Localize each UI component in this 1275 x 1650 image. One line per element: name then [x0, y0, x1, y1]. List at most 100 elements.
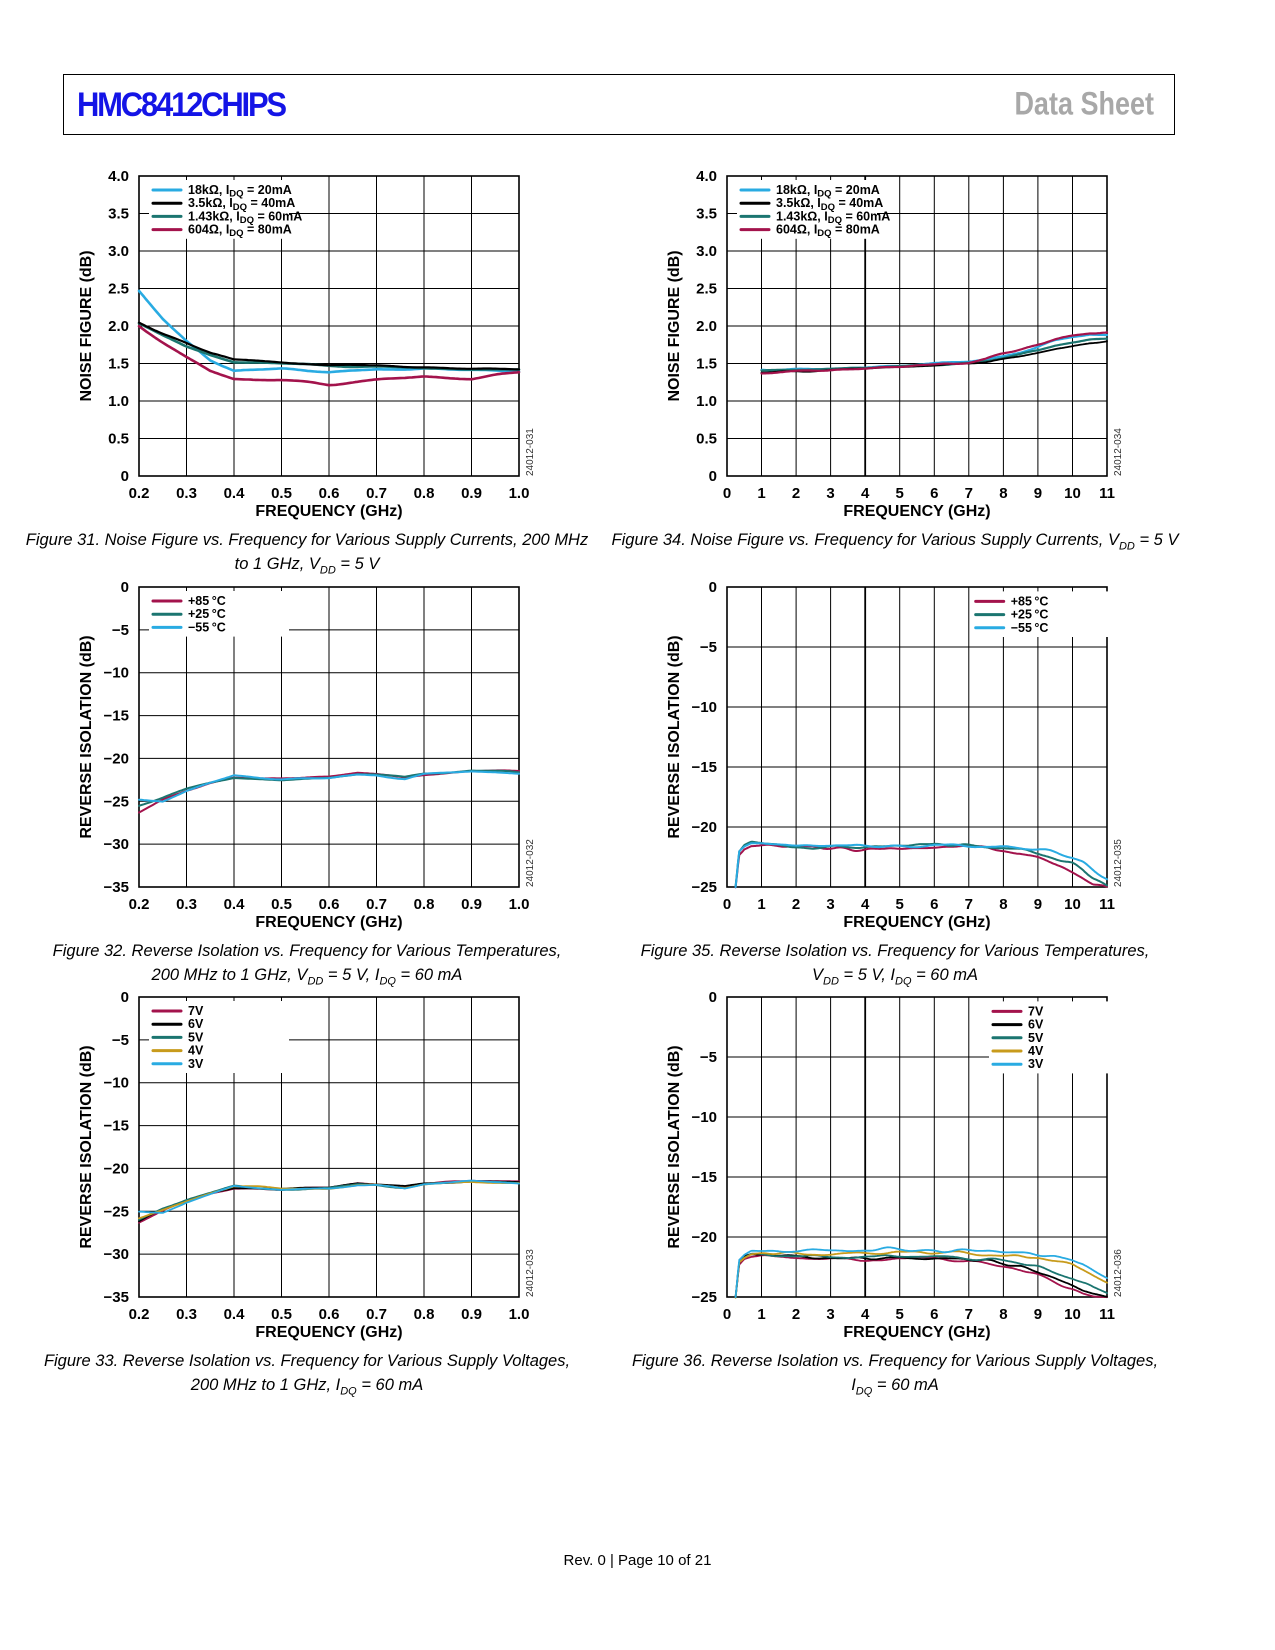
svg-text:FREQUENCY (GHz): FREQUENCY (GHz) — [255, 1324, 402, 1341]
svg-text:3.5: 3.5 — [696, 206, 717, 223]
svg-text:−10: −10 — [104, 665, 129, 682]
svg-text:3: 3 — [826, 485, 834, 502]
svg-text:0.8: 0.8 — [414, 1306, 435, 1323]
svg-text:−10: −10 — [104, 1075, 129, 1092]
svg-text:−20: −20 — [104, 750, 129, 767]
svg-text:0.7: 0.7 — [366, 1306, 387, 1323]
svg-text:−5: −5 — [700, 1049, 717, 1066]
svg-text:24012-036: 24012-036 — [1113, 1249, 1124, 1297]
svg-text:0.5: 0.5 — [108, 431, 129, 448]
svg-text:−10: −10 — [692, 1109, 717, 1126]
svg-text:−20: −20 — [104, 1160, 129, 1177]
svg-text:−25: −25 — [692, 879, 717, 896]
svg-text:6: 6 — [930, 896, 938, 913]
svg-text:9: 9 — [1034, 485, 1042, 502]
svg-text:0.7: 0.7 — [366, 896, 387, 913]
svg-text:4V: 4V — [188, 1044, 204, 1058]
svg-text:−5: −5 — [700, 639, 717, 656]
svg-text:0.4: 0.4 — [224, 1306, 246, 1323]
svg-text:7V: 7V — [1028, 1004, 1044, 1018]
svg-text:−55 °C: −55 °C — [188, 620, 226, 634]
svg-text:3.5: 3.5 — [108, 206, 129, 223]
svg-text:−5: −5 — [112, 1032, 129, 1049]
svg-text:1.0: 1.0 — [509, 896, 530, 913]
svg-text:2: 2 — [792, 1306, 800, 1323]
svg-text:2: 2 — [792, 485, 800, 502]
svg-text:+25 °C: +25 °C — [188, 607, 226, 621]
svg-text:4: 4 — [861, 896, 870, 913]
svg-text:4: 4 — [861, 485, 870, 502]
svg-text:0.5: 0.5 — [696, 431, 717, 448]
svg-text:0.5: 0.5 — [271, 485, 292, 502]
svg-text:24012-035: 24012-035 — [1113, 839, 1124, 887]
svg-text:0.8: 0.8 — [414, 485, 435, 502]
svg-text:0: 0 — [121, 468, 129, 485]
svg-text:1: 1 — [757, 1306, 765, 1323]
svg-text:1.0: 1.0 — [509, 1306, 530, 1323]
svg-text:0.2: 0.2 — [129, 485, 150, 502]
svg-text:7: 7 — [965, 485, 973, 502]
svg-text:3: 3 — [826, 1306, 834, 1323]
svg-text:1: 1 — [757, 896, 765, 913]
svg-text:1.5: 1.5 — [696, 356, 717, 373]
svg-text:10: 10 — [1064, 485, 1081, 502]
svg-text:0.6: 0.6 — [319, 896, 340, 913]
svg-text:3: 3 — [826, 896, 834, 913]
svg-text:0.4: 0.4 — [224, 485, 246, 502]
svg-text:−35: −35 — [104, 879, 129, 896]
svg-text:0.3: 0.3 — [176, 485, 197, 502]
svg-text:−20: −20 — [692, 1229, 717, 1246]
svg-text:8: 8 — [999, 485, 1007, 502]
svg-text:2: 2 — [792, 896, 800, 913]
svg-text:11: 11 — [1099, 896, 1115, 913]
svg-text:−30: −30 — [104, 1246, 129, 1263]
svg-text:−35: −35 — [104, 1289, 129, 1306]
svg-text:24012-032: 24012-032 — [525, 839, 536, 887]
svg-text:2.0: 2.0 — [696, 318, 717, 335]
svg-text:1: 1 — [757, 485, 765, 502]
svg-text:1.0: 1.0 — [108, 393, 129, 410]
svg-text:0: 0 — [723, 1306, 731, 1323]
svg-text:−25: −25 — [692, 1289, 717, 1306]
svg-text:0.9: 0.9 — [461, 896, 482, 913]
svg-text:0.6: 0.6 — [319, 1306, 340, 1323]
svg-text:6V: 6V — [1028, 1018, 1044, 1032]
svg-text:−20: −20 — [692, 819, 717, 836]
svg-text:9: 9 — [1034, 1306, 1042, 1323]
svg-text:NOISE FIGURE (dB): NOISE FIGURE (dB) — [666, 250, 683, 401]
svg-text:0: 0 — [709, 468, 717, 485]
svg-text:2.0: 2.0 — [108, 318, 129, 335]
svg-text:+85 °C: +85 °C — [188, 594, 226, 608]
svg-text:0.8: 0.8 — [414, 896, 435, 913]
svg-text:FREQUENCY (GHz): FREQUENCY (GHz) — [843, 1324, 990, 1341]
svg-text:0.9: 0.9 — [461, 1306, 482, 1323]
svg-text:0.5: 0.5 — [271, 896, 292, 913]
svg-text:8: 8 — [999, 896, 1007, 913]
svg-text:REVERSE ISOLATION (dB): REVERSE ISOLATION (dB) — [666, 1045, 683, 1248]
svg-text:−15: −15 — [692, 759, 717, 776]
svg-text:7: 7 — [965, 896, 973, 913]
svg-text:0.7: 0.7 — [366, 485, 387, 502]
svg-text:3V: 3V — [188, 1057, 204, 1071]
svg-text:4.0: 4.0 — [108, 168, 129, 185]
svg-text:−55 °C: −55 °C — [1011, 621, 1049, 635]
svg-text:1.0: 1.0 — [509, 485, 530, 502]
svg-text:11: 11 — [1099, 485, 1115, 502]
svg-text:−15: −15 — [104, 708, 129, 725]
svg-text:−5: −5 — [112, 622, 129, 639]
svg-text:24012-031: 24012-031 — [525, 428, 536, 476]
svg-text:−15: −15 — [692, 1169, 717, 1186]
svg-text:FREQUENCY (GHz): FREQUENCY (GHz) — [843, 914, 990, 931]
svg-text:6V: 6V — [188, 1017, 204, 1031]
svg-text:0: 0 — [709, 579, 717, 596]
svg-text:1.5: 1.5 — [108, 356, 129, 373]
svg-text:6: 6 — [930, 1306, 938, 1323]
svg-text:10: 10 — [1064, 1306, 1081, 1323]
svg-text:FREQUENCY (GHz): FREQUENCY (GHz) — [255, 914, 402, 931]
svg-text:7: 7 — [965, 1306, 973, 1323]
svg-text:0: 0 — [723, 896, 731, 913]
svg-text:REVERSE ISOLATION (dB): REVERSE ISOLATION (dB) — [78, 635, 95, 838]
svg-text:0.2: 0.2 — [129, 896, 150, 913]
svg-text:9: 9 — [1034, 896, 1042, 913]
svg-text:4.0: 4.0 — [696, 168, 717, 185]
